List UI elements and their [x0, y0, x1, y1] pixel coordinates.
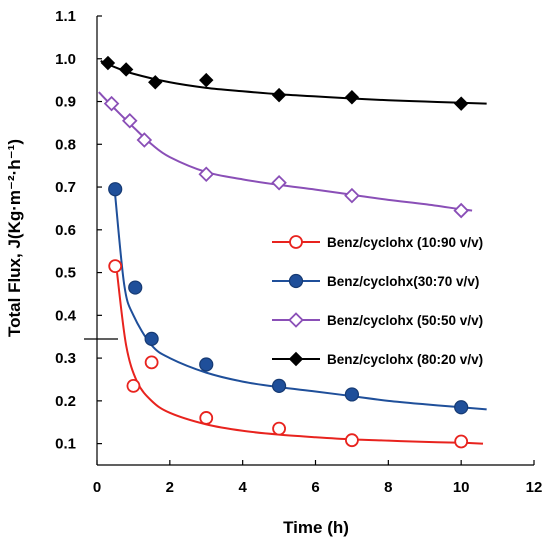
y-tick-label: 0.3 — [55, 350, 76, 367]
data-point-series-3 — [103, 95, 120, 112]
axis-ticks: 0 2 4 6 8 10 12 0.1 0.2 0.3 0.4 0.5 0.6 0.7 0.8 0.9 1.0 1… — [55, 8, 542, 496]
data-point-series-2 — [199, 357, 214, 372]
data-point-series-4 — [148, 75, 163, 90]
data-point-series-3 — [136, 132, 153, 148]
legend-label-series-3: Benz/cyclohx (50:50 v/v) — [327, 313, 483, 328]
x-tick-label: 8 — [384, 479, 392, 496]
legend: Benz/cyclohx (10:90 v/v) Benz/cyclohx(30:… — [272, 235, 483, 367]
data-point-series-3 — [271, 174, 287, 191]
data-point-series-1 — [454, 434, 469, 449]
data-point-series-4 — [118, 62, 134, 77]
x-tick-label: 12 — [526, 479, 543, 496]
y-tick-label: 1.0 — [55, 51, 76, 68]
fit-curves — [98, 59, 487, 445]
y-tick-label: 0.1 — [55, 436, 76, 453]
x-tick-label: 6 — [311, 479, 319, 496]
x-tick-label: 0 — [93, 479, 101, 496]
y-tick-label: 0.5 — [55, 265, 76, 282]
legend-marker-series-2 — [288, 273, 304, 289]
data-point-series-1 — [144, 355, 159, 370]
x-axis-title: Time (h) — [283, 518, 349, 537]
legend-marker-series-4 — [288, 351, 304, 367]
y-tick-label: 0.6 — [55, 222, 76, 239]
data-point-series-4 — [344, 90, 360, 105]
legend-label-series-4: Benz/cyclohx (80:20 v/v) — [327, 352, 483, 367]
data-point-series-1 — [272, 421, 286, 436]
data-point-series-3 — [453, 202, 469, 219]
data-point-series-2 — [454, 400, 469, 415]
y-tick-label: 0.7 — [55, 179, 76, 196]
data-point-series-2 — [108, 182, 123, 197]
data-markers — [100, 55, 469, 449]
fit-curve-series-3 — [98, 91, 473, 212]
data-point-series-4 — [453, 96, 469, 111]
data-point-series-3 — [198, 166, 215, 182]
y-tick-label: 0.9 — [55, 94, 76, 111]
data-point-series-2 — [271, 378, 287, 393]
data-point-series-4 — [199, 72, 214, 88]
y-tick-label: 1.1 — [55, 8, 76, 25]
data-point-series-1 — [126, 378, 141, 393]
y-tick-label: 0.4 — [55, 307, 77, 324]
y-tick-label: 0.2 — [55, 393, 76, 410]
data-point-series-1 — [199, 411, 214, 425]
data-point-series-3 — [344, 187, 360, 204]
y-tick-label: 0.8 — [55, 136, 76, 153]
data-point-series-2 — [144, 331, 159, 346]
legend-marker-series-3 — [288, 312, 304, 328]
data-point-series-1 — [345, 433, 359, 448]
data-point-series-4 — [100, 55, 116, 71]
data-point-series-2 — [128, 280, 143, 295]
legend-marker-series-1 — [289, 235, 303, 249]
fit-curve-series-2 — [114, 195, 487, 411]
data-point-series-2 — [344, 387, 360, 402]
legend-label-series-2: Benz/cyclohx(30:70 v/v) — [327, 274, 479, 289]
x-tick-label: 4 — [238, 479, 247, 496]
data-point-series-3 — [122, 112, 138, 129]
legend-label-series-1: Benz/cyclohx (10:90 v/v) — [327, 235, 483, 250]
x-tick-label: 2 — [166, 479, 174, 496]
data-point-series-1 — [108, 259, 123, 274]
y-axis-title: Total Flux, J(Kg·m⁻²·h⁻¹) — [5, 139, 24, 337]
data-point-series-4 — [271, 87, 287, 103]
x-tick-label: 10 — [453, 479, 470, 496]
